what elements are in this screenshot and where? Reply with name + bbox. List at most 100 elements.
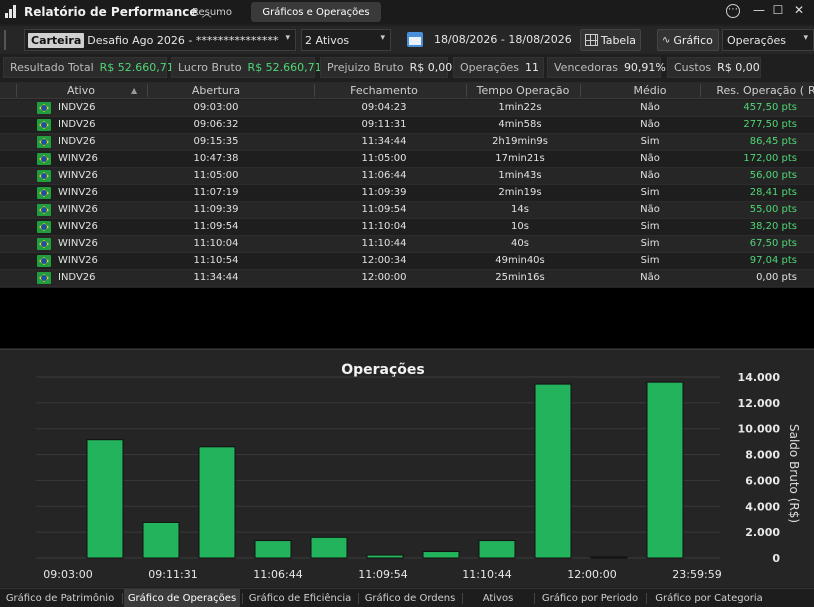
cell-fechamento: 11:05:00 (361, 153, 407, 164)
portfolio-value: Desafio Ago 2026 - *****************... (87, 33, 280, 47)
tab-grafico-patrimonio[interactable]: Gráfico de Patrimônio (5, 593, 115, 604)
summary-label: Lucro Bruto (178, 61, 242, 74)
bar[interactable] (198, 446, 236, 559)
view-select[interactable]: Operações ▾ (722, 29, 814, 51)
tabela-button[interactable]: Tabela (580, 29, 641, 51)
table-row[interactable]: WINV26 11:07:19 11:09:39 2min19s Sim 28,41 pt… (0, 185, 814, 202)
bar[interactable] (590, 556, 628, 559)
table-body: INDV26 09:03:00 09:04:23 1min22s Não 457,50 p… (0, 100, 814, 287)
x-tick-label: 11:10:44 (462, 568, 511, 581)
bar[interactable] (142, 521, 180, 559)
tab-grafico-operacoes[interactable]: Gráfico de Operações (124, 589, 240, 607)
cell-medio: Não (640, 170, 660, 181)
calendar-icon[interactable] (407, 32, 423, 47)
minimize-icon[interactable]: — (753, 3, 765, 17)
chart-ylabel: Saldo Bruto (R$) (787, 424, 801, 524)
tab-ativos[interactable]: Ativos (482, 593, 514, 604)
summary-value: 11 (524, 61, 539, 74)
brazil-flag-icon (37, 170, 51, 182)
header-fechamento[interactable]: Fechamento (350, 84, 418, 97)
cell-abertura: 11:10:54 (193, 255, 239, 266)
date-range[interactable]: 18/08/2026 - 18/08/2026 (434, 33, 572, 46)
table-row[interactable]: INDV26 09:06:32 09:11:31 4min58s Não 277,50 p… (0, 117, 814, 134)
maximize-icon[interactable]: ☐ (772, 3, 784, 17)
table-row[interactable]: INDV26 09:15:35 11:34:44 2h19min9s Sim 86,45 … (0, 134, 814, 151)
brazil-flag-icon (37, 238, 51, 250)
header-r[interactable]: R (808, 84, 814, 97)
cell-medio: Sim (640, 187, 660, 198)
brazil-flag-icon (37, 102, 51, 114)
tab-graficos-operacoes[interactable]: Gráficos e Operações (251, 2, 381, 22)
cell-ativo: WINV26 (58, 187, 98, 198)
table-row[interactable]: INDV26 09:03:00 09:04:23 1min22s Não 457,50 p… (0, 100, 814, 117)
summary-label: Prejuizo Bruto (327, 61, 404, 74)
cell-abertura: 09:06:32 (193, 119, 239, 130)
table-row[interactable]: WINV26 10:47:38 11:05:00 17min21s Não 172,00 … (0, 151, 814, 168)
bar[interactable] (366, 554, 404, 559)
y-tick-label: 6.000 (745, 474, 780, 487)
header-ativo[interactable]: Ativo (67, 84, 95, 97)
summary-operacoes: Operações 11 (453, 57, 544, 78)
table-row[interactable]: WINV26 11:05:00 11:06:44 1min43s Não 56,00 pt… (0, 168, 814, 185)
column-divider (700, 84, 701, 97)
tabela-label: Tabela (600, 33, 636, 47)
bar[interactable] (310, 536, 348, 559)
table-row[interactable]: WINV26 11:10:54 12:00:34 49min40s Sim 97,04 p… (0, 253, 814, 270)
close-icon[interactable]: ✕ (793, 3, 805, 17)
cell-res-operacao: 67,50 pts (749, 238, 797, 249)
header-tempo[interactable]: Tempo Operação (476, 84, 570, 97)
cell-res-operacao: 55,00 pts (749, 204, 797, 215)
empty-table-area (0, 288, 814, 348)
tab-grafico-periodo[interactable]: Gráfico por Periodo (541, 593, 639, 604)
tab-grafico-eficiencia[interactable]: Gráfico de Eficiência (248, 593, 352, 604)
cell-medio: Sim (640, 221, 660, 232)
tab-divider (242, 593, 243, 604)
bar[interactable] (646, 381, 684, 559)
tab-divider (646, 593, 647, 604)
bar-chart: 0 2.000 4.000 6.000 8.000 10.000 12.000 14.000 0… (36, 371, 781, 581)
tab-resumo[interactable]: Resumo (191, 6, 233, 18)
summary-prejuizo-bruto: Prejuizo Bruto R$ 0,00 (320, 57, 452, 78)
app-title: Relatório de Performance (24, 5, 198, 19)
cell-fechamento: 12:00:00 (361, 272, 407, 283)
tab-divider (534, 593, 535, 604)
column-divider (314, 84, 315, 97)
chevron-up-icon[interactable]: ︿ (201, 8, 212, 20)
header-abertura[interactable]: Abertura (191, 84, 241, 97)
grafico-button[interactable]: ∿ Gráfico (657, 29, 719, 51)
tab-grafico-categoria[interactable]: Gráfico por Categoria (655, 593, 763, 604)
assets-value: 2 Ativos (305, 33, 350, 47)
tab-grafico-ordens[interactable]: Gráfico de Ordens (364, 593, 456, 604)
table-row[interactable]: WINV26 11:10:04 11:10:44 40s Sim 67,50 pts (0, 236, 814, 253)
y-tick-label: 14.000 (738, 371, 781, 384)
assets-select[interactable]: 2 Ativos ▾ (301, 29, 391, 51)
cell-tempo: 10s (511, 221, 529, 232)
view-value: Operações (727, 33, 786, 47)
bar[interactable] (478, 540, 516, 559)
chevron-down-icon: ▾ (803, 33, 808, 43)
sort-up-icon[interactable]: ▲ (131, 86, 138, 95)
cell-tempo: 2h19min9s (492, 136, 548, 147)
bar[interactable] (422, 551, 460, 559)
table-row[interactable]: INDV26 11:34:44 12:00:00 25min16s Não 0,00 pt… (0, 270, 814, 287)
bar[interactable] (254, 540, 292, 559)
toolbar-divider (4, 30, 6, 50)
more-options-icon[interactable]: ⋯ (726, 4, 740, 18)
cell-abertura: 09:03:00 (193, 102, 239, 113)
cell-tempo: 17min21s (495, 153, 545, 164)
header-res-operacao[interactable]: Res. Operação ( (716, 84, 804, 97)
table-row[interactable]: WINV26 11:09:39 11:09:54 14s Não 55,00 pts (0, 202, 814, 219)
cell-tempo: 1min22s (498, 102, 542, 113)
header-medio[interactable]: Médio (633, 84, 667, 97)
bar[interactable] (86, 439, 124, 559)
cell-abertura: 10:47:38 (193, 153, 239, 164)
cell-fechamento: 09:11:31 (361, 119, 407, 130)
column-divider (147, 84, 148, 97)
x-tick-label: 09:03:00 (43, 568, 92, 581)
bar[interactable] (534, 383, 572, 559)
chart-title: Operações (341, 362, 425, 378)
y-tick-label: 12.000 (738, 397, 781, 410)
table-row[interactable]: WINV26 11:09:54 11:10:04 10s Sim 38,20 pts (0, 219, 814, 236)
carteira-label: Carteira (28, 32, 85, 48)
portfolio-select[interactable]: Carteira Desafio Ago 2026 - ************… (24, 29, 296, 51)
